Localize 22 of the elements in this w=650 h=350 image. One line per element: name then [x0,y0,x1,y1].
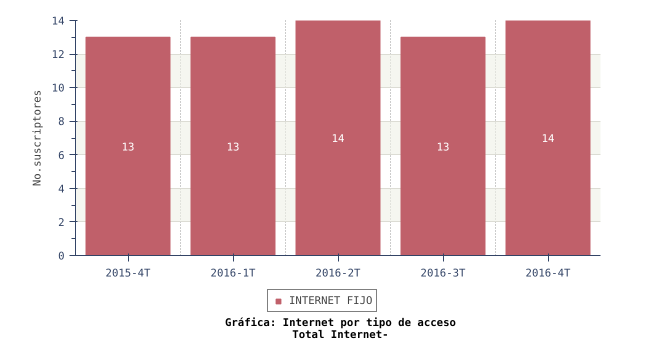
text: Total Internet- [292,328,389,341]
data-label: 13 [122,140,134,154]
y-tick-label: 10 [52,82,65,95]
x-tick-label: 2015-4T [106,266,152,280]
legend-label: INTERNET FIJO [289,294,372,307]
text: Gráfica: Internet por tipo de acceso [224,316,456,329]
y-tick-label: 2 [58,216,65,229]
data-label: 13 [226,140,240,154]
y-axis-title: No.suscriptores [30,90,44,186]
data-label: 13 [436,140,450,154]
y-tick-label: 0 [58,250,65,262]
y-tick-label: 12 [52,48,65,62]
x-tick-label: 2016-3T [420,266,466,280]
y-tick-label: 4 [58,182,65,196]
y-tick-label: 6 [58,148,65,162]
data-label: 14 [542,132,554,145]
x-tick-label: 2016-2T [316,266,362,280]
y-tick-label: 14 [52,14,65,28]
x-tick-label: 2016-1T [210,266,256,280]
x-tick-label: 2016-4T [526,266,572,280]
data-label: 14 [332,132,344,145]
y-tick-label: 8 [58,115,65,128]
